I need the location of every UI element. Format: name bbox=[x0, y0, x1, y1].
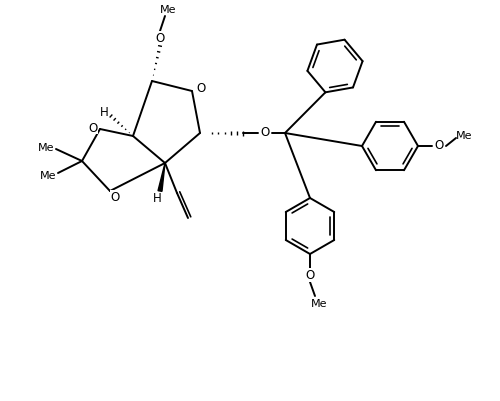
Text: Me: Me bbox=[456, 131, 472, 141]
Text: Me: Me bbox=[38, 143, 54, 153]
Text: O: O bbox=[196, 81, 205, 94]
Text: O: O bbox=[88, 121, 98, 134]
Text: O: O bbox=[156, 32, 164, 45]
Polygon shape bbox=[158, 164, 165, 192]
Text: Me: Me bbox=[40, 170, 56, 180]
Text: O: O bbox=[110, 191, 120, 204]
Text: Me: Me bbox=[160, 5, 176, 15]
Text: O: O bbox=[434, 139, 444, 152]
Text: O: O bbox=[306, 269, 314, 282]
Text: Me: Me bbox=[311, 298, 327, 308]
Text: H: H bbox=[152, 192, 162, 205]
Text: O: O bbox=[260, 126, 270, 139]
Text: H: H bbox=[100, 105, 108, 118]
